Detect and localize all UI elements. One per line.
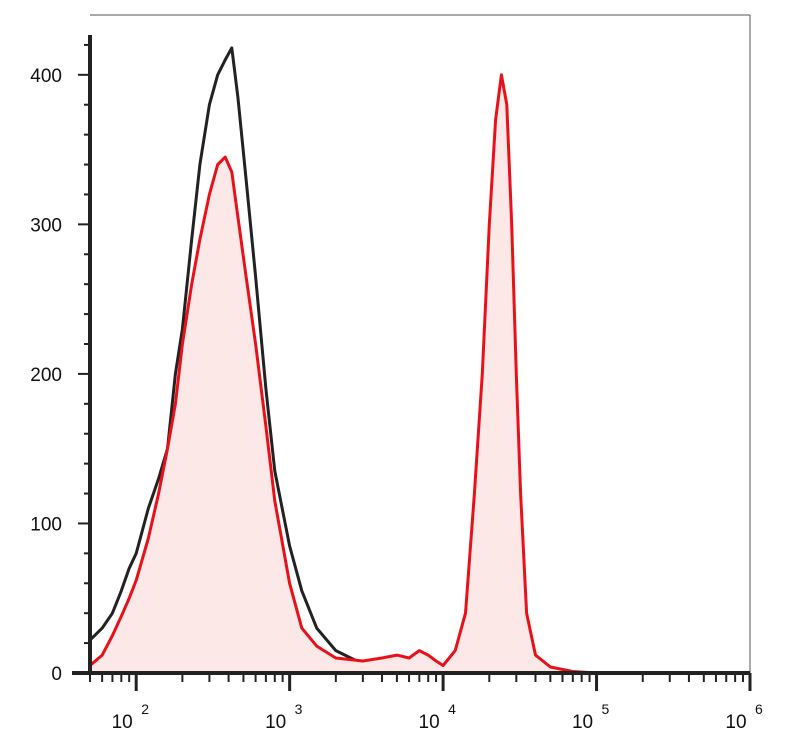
- y-tick-label: 100: [30, 514, 62, 535]
- x-tick-label: 10 2: [112, 701, 150, 733]
- x-tick-base: 10: [725, 712, 746, 733]
- x-tick-base: 10: [419, 712, 440, 733]
- plot-frame: [72, 14, 751, 675]
- x-tick-exponent: 6: [755, 701, 763, 717]
- x-tick-label: 10 6: [725, 701, 763, 733]
- x-tick-label: 10 3: [265, 701, 303, 733]
- y-tick-label: 300: [30, 215, 62, 236]
- x-tick-exponent: 5: [602, 701, 610, 717]
- y-tick-label: 0: [51, 664, 62, 685]
- x-tick-label: 10 4: [419, 701, 457, 733]
- series-1-area: [90, 74, 750, 674]
- x-tick-exponent: 2: [141, 701, 149, 717]
- x-tick-label: 10 5: [572, 701, 610, 733]
- y-tick-label: 400: [30, 66, 62, 87]
- x-tick-base: 10: [265, 712, 286, 733]
- x-tick-exponent: 3: [295, 701, 303, 717]
- y-tick-label: 200: [30, 365, 62, 386]
- series-layer: [88, 46, 750, 675]
- x-tick-base: 10: [112, 712, 133, 733]
- series-1-line: [89, 73, 750, 675]
- x-tick-exponent: 4: [448, 701, 456, 717]
- axes: 0 100 200 300 400 10 2 10 3 10 4 10 5 10 6: [30, 43, 763, 733]
- x-tick-base: 10: [572, 712, 593, 733]
